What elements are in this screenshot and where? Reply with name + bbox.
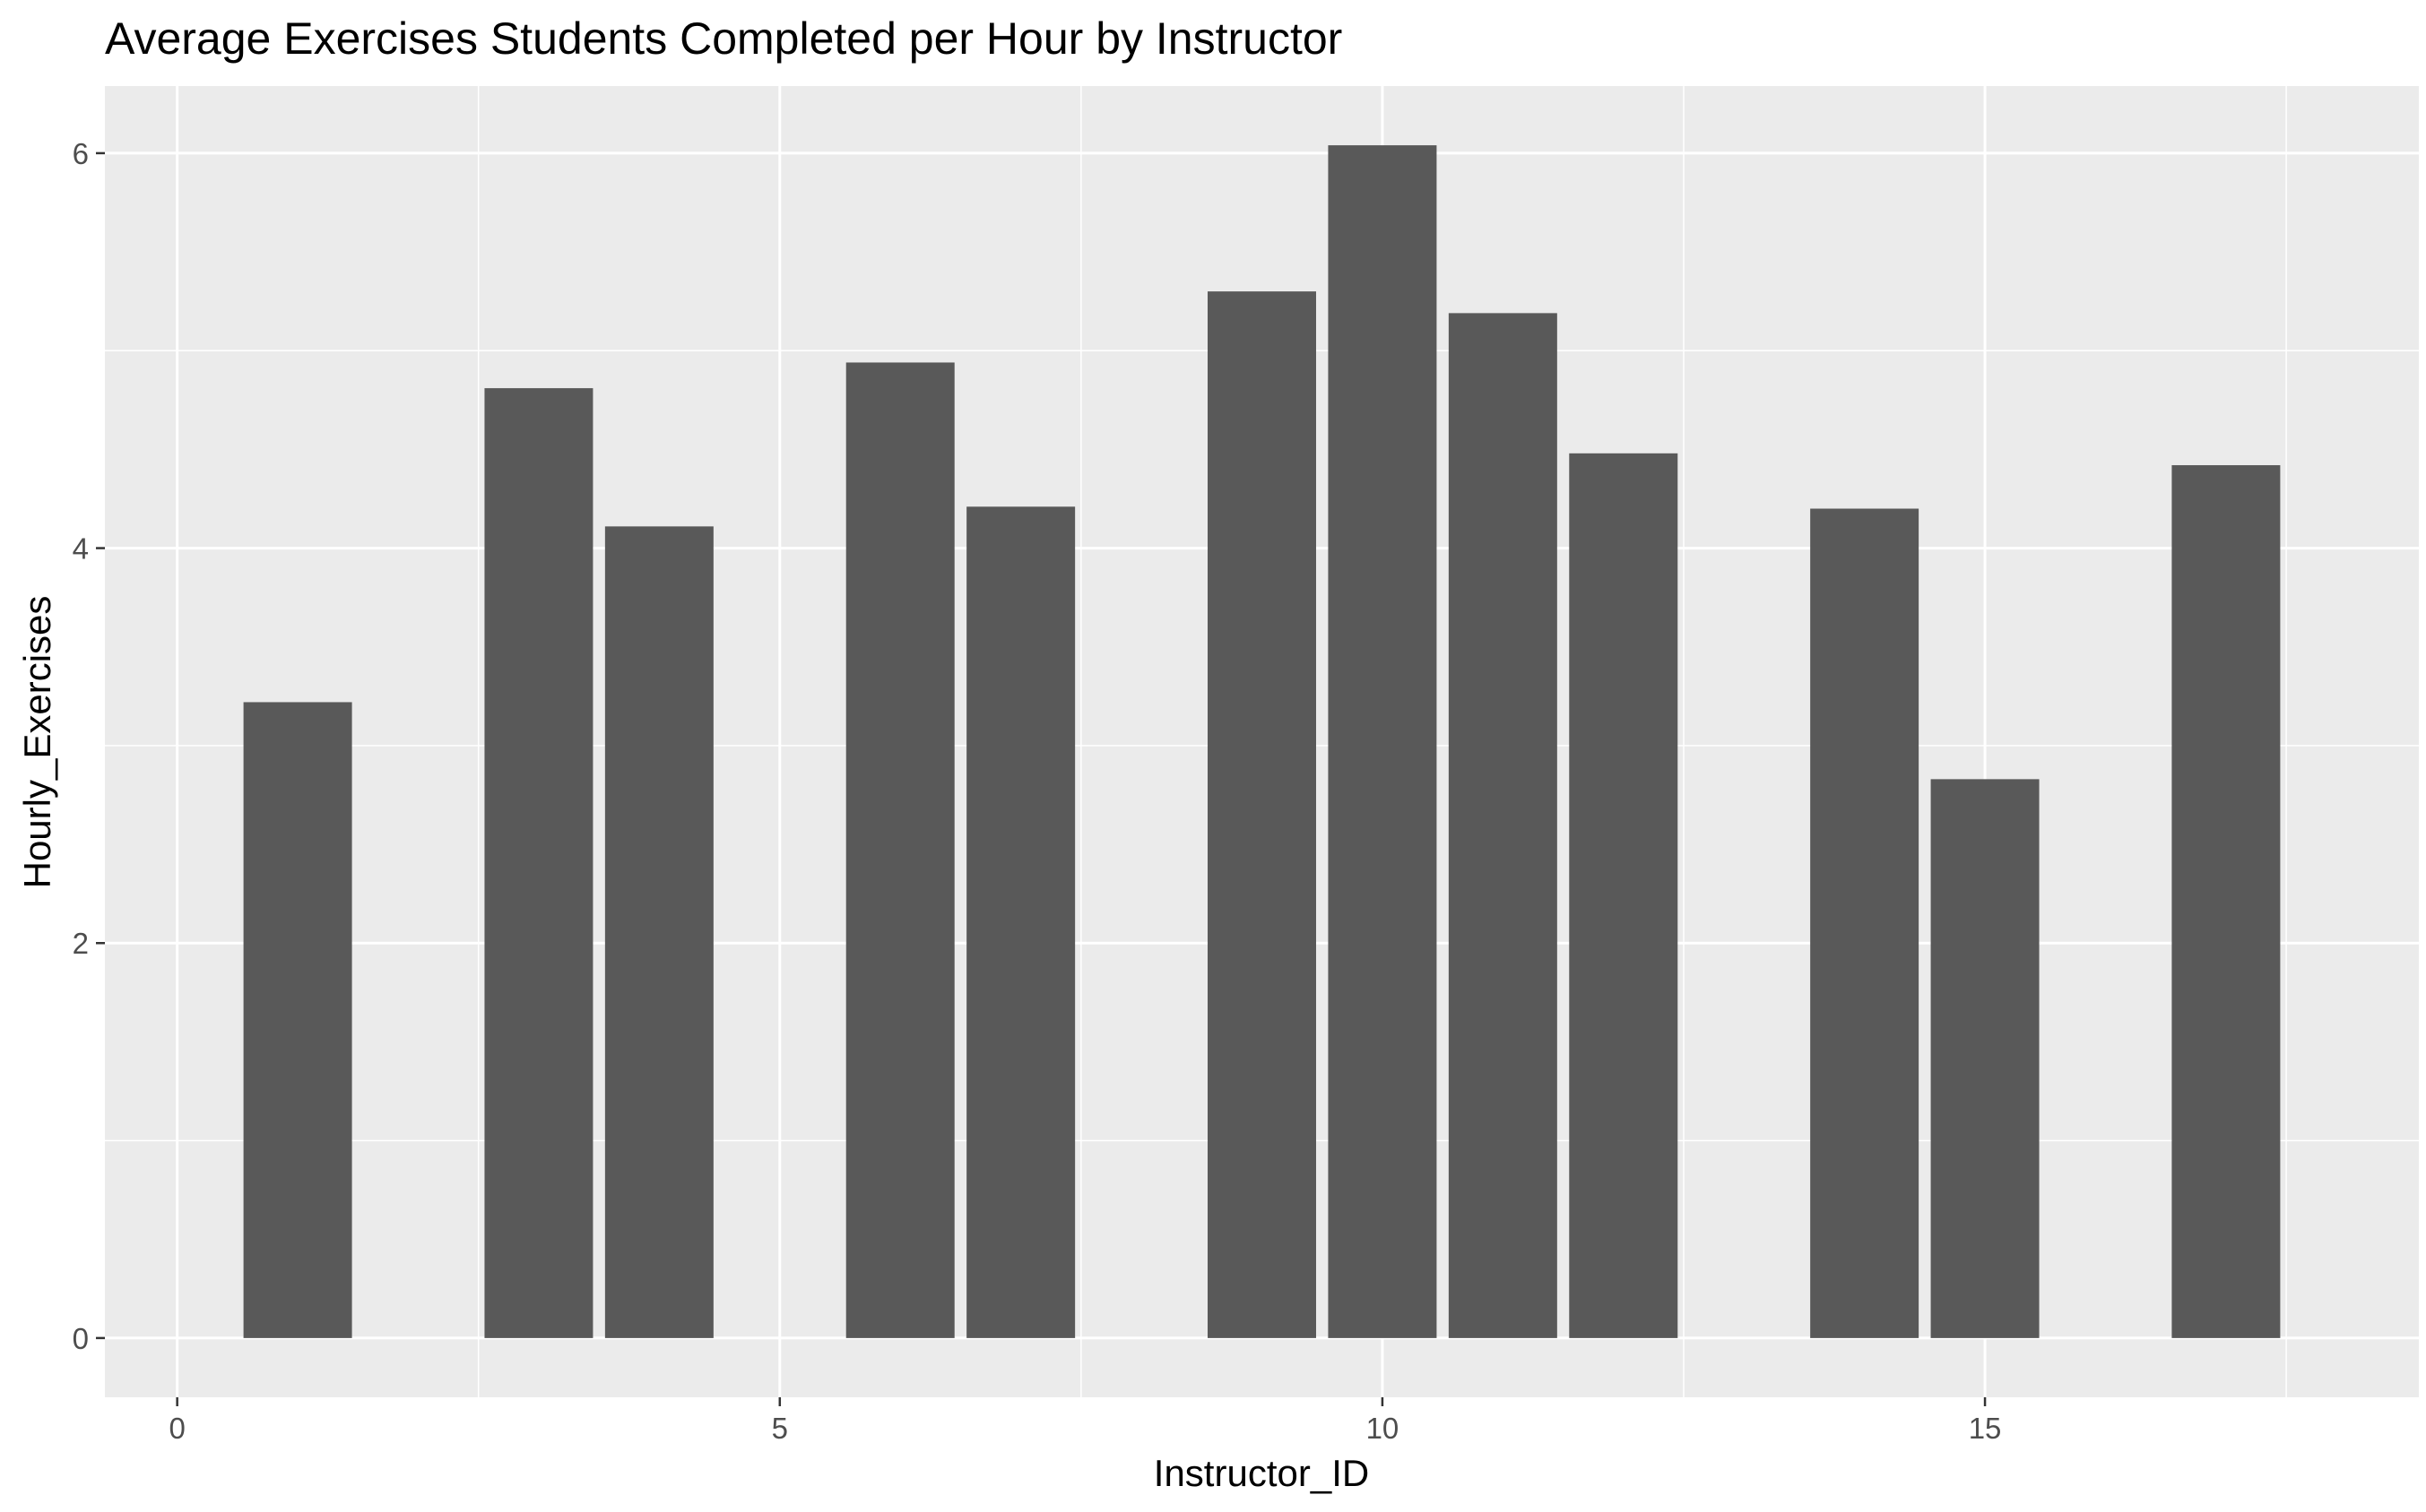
- bar-instructor-4: [604, 526, 714, 1338]
- x-axis: 0 5 10 15: [169, 1397, 2001, 1445]
- bar-instructor-3: [484, 388, 594, 1338]
- bar-instructor-7: [966, 506, 1076, 1338]
- bar-instructor-11: [1448, 313, 1557, 1338]
- chart-title: Average Exercises Students Completed per…: [105, 13, 1342, 64]
- bar-instructor-15: [1930, 779, 2040, 1338]
- y-tick-label: 0: [73, 1322, 89, 1355]
- x-tick-label: 5: [772, 1412, 788, 1445]
- x-tick-label: 0: [169, 1412, 185, 1445]
- bar-instructor-14: [1810, 508, 1919, 1338]
- bar-instructor-10: [1328, 145, 1437, 1338]
- y-tick-label: 4: [73, 532, 89, 566]
- bar-instructor-1: [243, 702, 352, 1338]
- x-axis-title: Instructor_ID: [1154, 1452, 1369, 1494]
- y-axis-title: Hourly_Exercises: [16, 596, 58, 889]
- bars: [243, 145, 2281, 1338]
- bar-instructor-12: [1569, 453, 1678, 1338]
- x-tick-label: 15: [1969, 1412, 2002, 1445]
- x-tick-label: 10: [1366, 1412, 1399, 1445]
- bar-instructor-9: [1208, 291, 1316, 1338]
- bar-instructor-6: [845, 362, 955, 1338]
- y-tick-label: 6: [73, 137, 89, 170]
- y-tick-label: 2: [73, 927, 89, 960]
- bar-instructor-17: [2171, 465, 2281, 1338]
- y-axis: 0 2 4 6: [73, 137, 105, 1355]
